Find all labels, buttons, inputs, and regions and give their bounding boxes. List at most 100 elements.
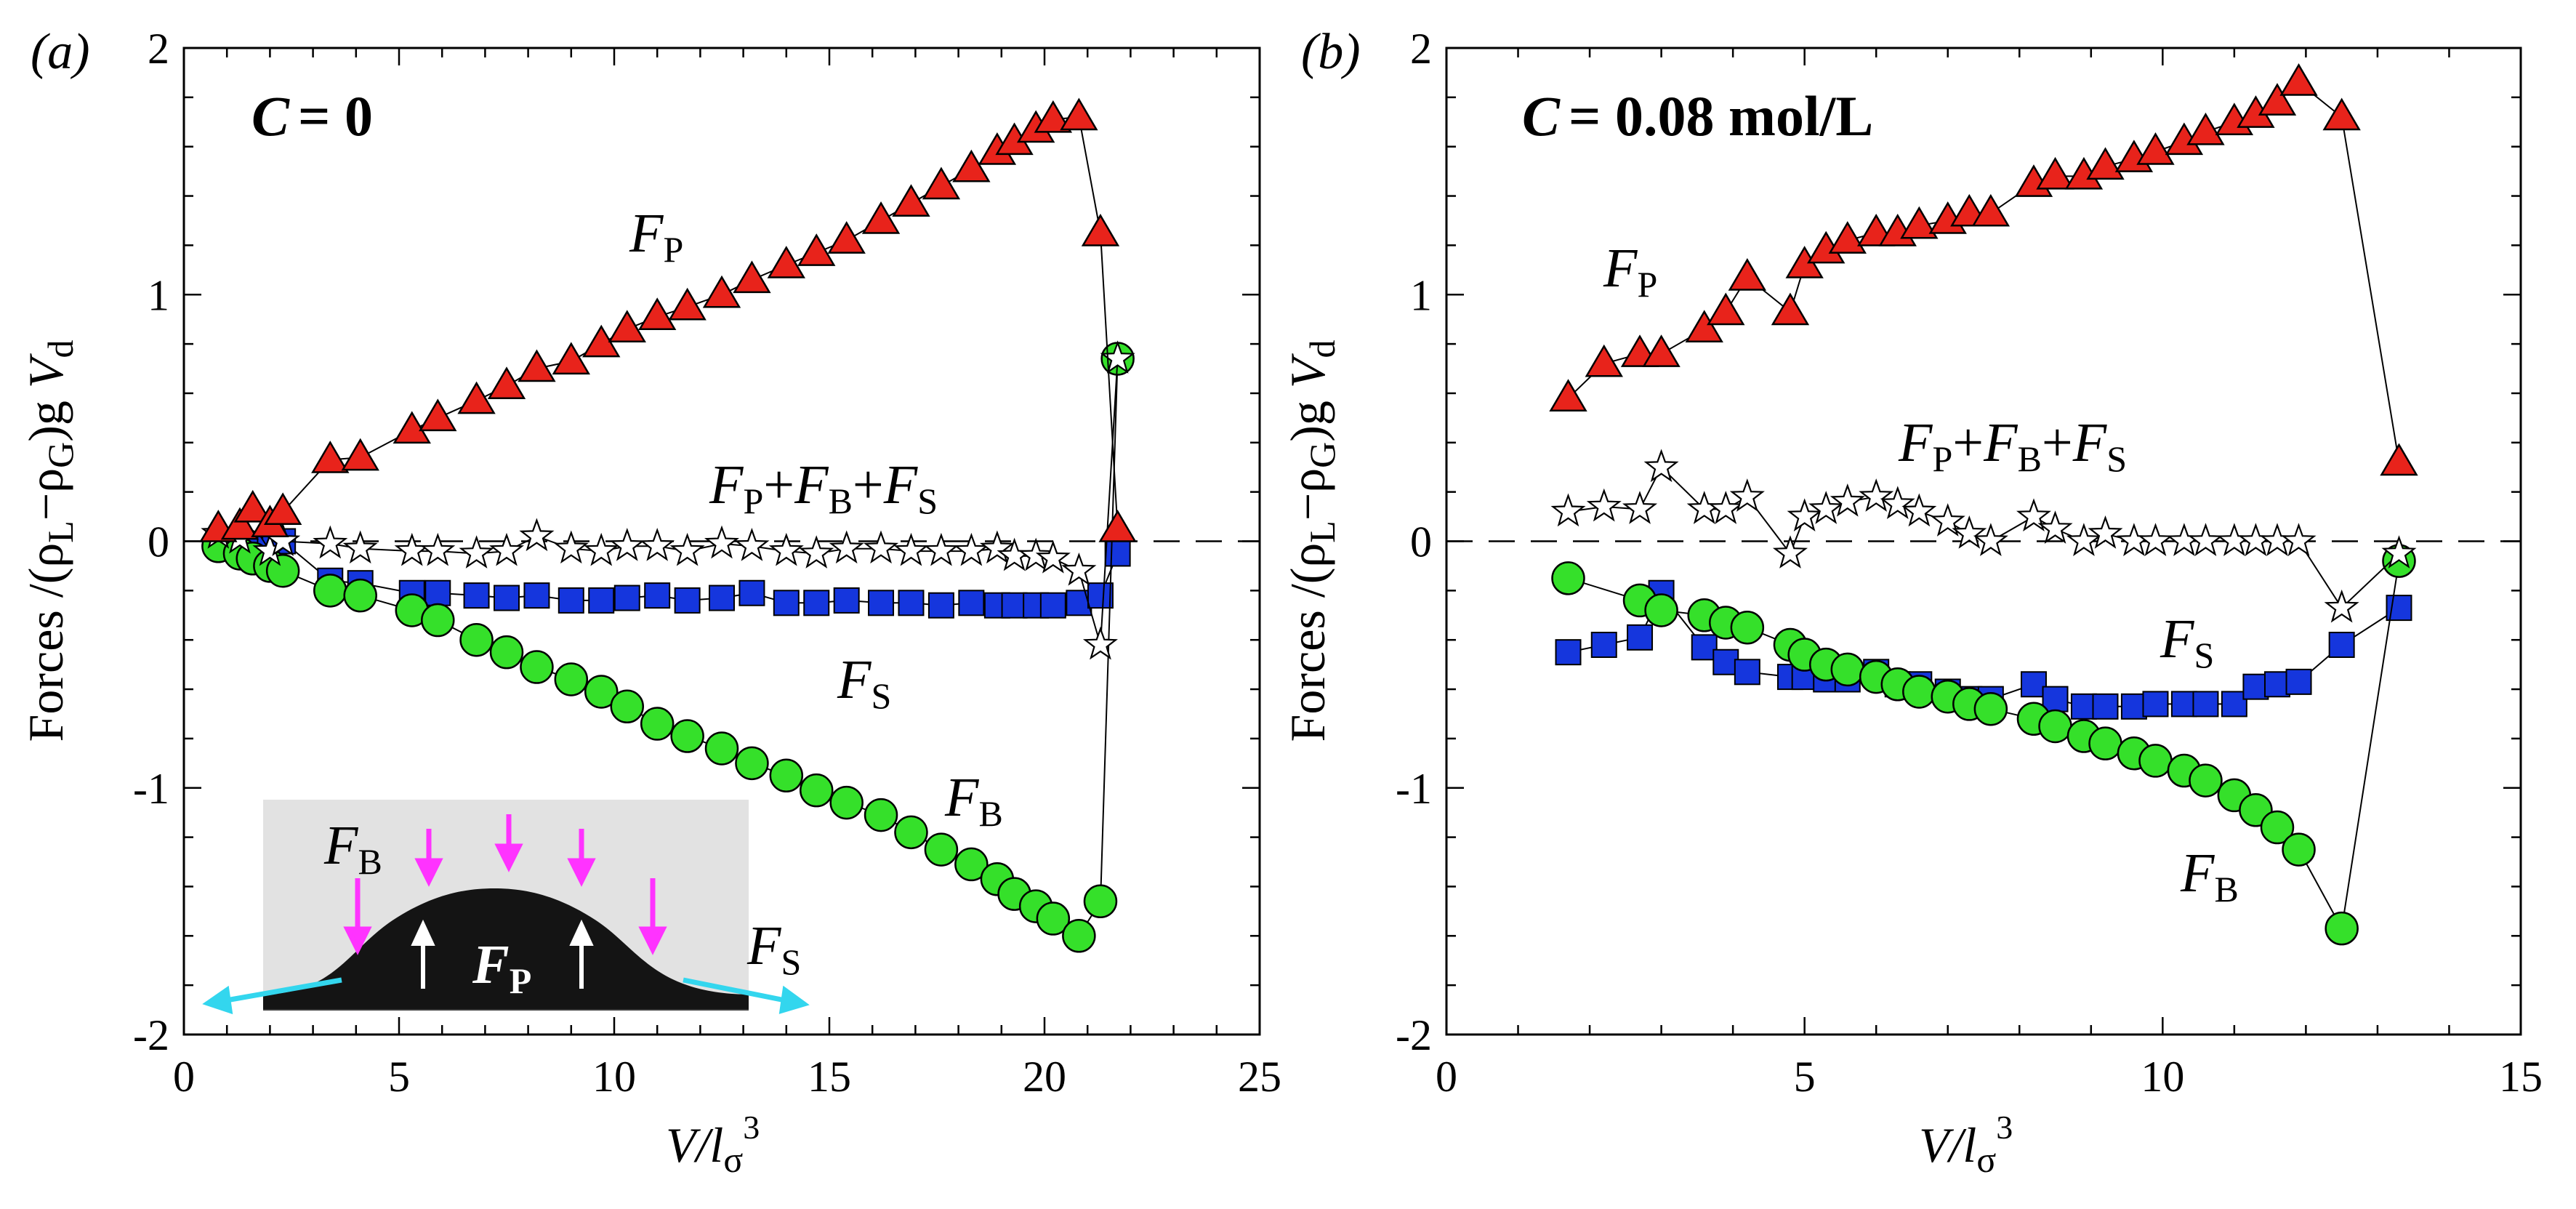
point-FS (1066, 590, 1092, 616)
point-sum (1643, 449, 1679, 483)
x-tick-label: 5 (388, 1053, 410, 1101)
inset-label-FS: FS (746, 915, 801, 982)
point-FB (421, 603, 455, 638)
point-sum (2138, 523, 2173, 556)
point-sum (979, 530, 1015, 564)
point-FB (610, 689, 645, 724)
x-tick-label: 15 (808, 1053, 851, 1101)
point-FB (2038, 709, 2072, 744)
point-FP (1900, 206, 1939, 239)
point-sum (829, 530, 864, 564)
point-FS (1627, 624, 1654, 651)
point-sum (2188, 523, 2223, 556)
point-FB (1551, 561, 1585, 595)
point-FS (558, 587, 584, 614)
point-sum (2324, 589, 2359, 623)
point-sum (1035, 539, 1071, 574)
point-FP (457, 381, 496, 414)
point-FS (927, 592, 954, 619)
point-FS (2092, 693, 2119, 720)
point-FB (1830, 652, 1865, 687)
y-tick-label: -2 (1396, 1011, 1432, 1059)
point-FP (702, 275, 741, 308)
point-FB (1062, 919, 1096, 953)
point-sum (768, 532, 804, 566)
y-tick-label: -2 (133, 1011, 169, 1059)
point-sum (923, 532, 959, 566)
point-FS (463, 582, 490, 609)
point-sum (2381, 535, 2417, 569)
point-FP (767, 246, 805, 278)
x-tick-label: 0 (173, 1053, 195, 1101)
point-sum (1830, 483, 1865, 517)
point-FB (2260, 810, 2295, 845)
point-FP (608, 310, 646, 342)
point-FP (1034, 100, 1073, 133)
x-tick-label: 20 (1023, 1053, 1066, 1101)
point-FP (797, 233, 836, 266)
point-FS (1104, 540, 1131, 567)
point-FP (2279, 63, 2318, 96)
point-FS (709, 585, 735, 611)
point-FP (1642, 334, 1681, 367)
point-FP (2380, 443, 2418, 476)
series-sum-a (201, 340, 1135, 660)
point-sum (1586, 488, 1622, 522)
point-FS (523, 582, 550, 609)
point-FP (518, 349, 556, 382)
point-FS (674, 587, 701, 614)
point-sum (734, 528, 770, 561)
point-FS (644, 582, 671, 609)
point-FB (799, 773, 834, 808)
point-FS (2120, 693, 2147, 720)
point-FP (861, 201, 901, 234)
point-FB (1730, 610, 1765, 645)
point-FP (1771, 292, 1810, 326)
point-sum (1622, 491, 1658, 524)
point-FS (2070, 693, 2097, 720)
point-FB (2088, 726, 2122, 760)
point-sum (799, 535, 834, 569)
y-axis-title-a: Forces /(ρL−ρG)g Vd (18, 340, 81, 742)
point-FS (1087, 582, 1114, 609)
point-FB (704, 731, 739, 766)
point-FS (1039, 592, 1066, 619)
point-FS (588, 587, 615, 614)
point-FP (1585, 344, 1623, 377)
point-sum (2281, 523, 2317, 556)
point-FB (520, 650, 554, 684)
point-FS (424, 579, 451, 606)
tick-labels-a: 0 5 10 15 20 25 -2 -1 0 1 2 (133, 25, 1281, 1101)
point-FS (738, 579, 765, 606)
inset-droplet (263, 888, 749, 1009)
point-sum (420, 532, 456, 566)
point-sum (1100, 340, 1135, 374)
point-FP (2086, 147, 2125, 180)
point-sum (2037, 510, 2073, 544)
point-sum (553, 530, 589, 564)
x-tick-label: 10 (592, 1053, 636, 1101)
point-FB (1973, 691, 2008, 726)
x-tick-label: 0 (1436, 1053, 1457, 1101)
point-FB (894, 815, 928, 850)
series-sum-b (1550, 449, 2417, 623)
x-tick-label: 5 (1794, 1053, 1816, 1101)
point-sum (864, 530, 899, 564)
surface-tension-arrows (202, 977, 810, 1015)
point-FB (1902, 675, 1936, 709)
y-axis-title-b: Forces /(ρL−ρG)g Vd (1280, 340, 1343, 742)
point-sum (313, 525, 348, 559)
point-FB (769, 758, 804, 793)
point-sum (1550, 493, 1586, 527)
y-tick-label: 2 (1410, 25, 1432, 73)
point-sum (893, 532, 929, 566)
y-tick-label: 0 (148, 518, 169, 566)
condition-label-b: C = 0.08 mol/L (1522, 84, 1873, 148)
point-FP (233, 489, 272, 523)
point-FS (494, 585, 520, 611)
point-FB (313, 574, 347, 608)
point-sum (459, 535, 494, 569)
point-FP (1707, 292, 1745, 326)
point-FP (1971, 193, 2011, 227)
point-FP (733, 260, 771, 294)
